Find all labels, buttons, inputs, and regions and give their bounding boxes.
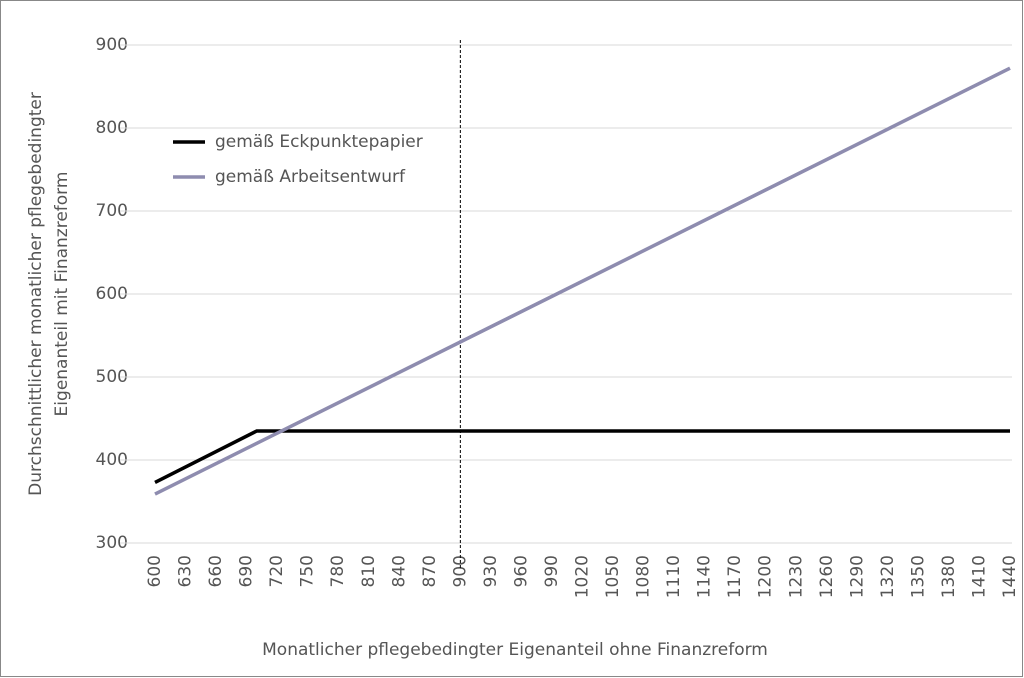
x-tick-label: 690: [237, 555, 257, 587]
x-tick-label: 1380: [939, 555, 959, 598]
y-axis-title: Durchschnittlicher monatlicher pflegebed…: [26, 92, 46, 496]
x-tick-label: 1230: [786, 555, 806, 598]
y-tick-label: 300: [96, 533, 128, 553]
x-tick-label: 660: [206, 555, 226, 587]
x-tick-label: 1170: [725, 555, 745, 598]
series-line: [154, 66, 1011, 496]
x-tick-label: 960: [511, 555, 531, 587]
legend-label: gemäß Eckpunktepapier: [215, 132, 423, 152]
x-tick-label: 840: [389, 555, 409, 587]
x-tick-label: 1410: [969, 555, 989, 598]
x-tick-label: 1290: [847, 555, 867, 598]
x-tick-label: 870: [420, 555, 440, 587]
x-tick-label: 1320: [878, 555, 898, 598]
series-line: [154, 429, 1010, 484]
x-tick-label: 1080: [634, 555, 654, 598]
x-tick-label: 900: [450, 555, 470, 587]
x-tick-label: 780: [328, 555, 348, 587]
x-tick-label: 1350: [908, 555, 928, 598]
y-axis-title: Eigenanteil mit Finanzreform: [52, 172, 72, 417]
x-tick-label: 1050: [603, 555, 623, 598]
x-tick-label: 1020: [573, 555, 593, 598]
y-tick-label: 600: [96, 284, 128, 304]
x-tick-label: 1440: [1000, 555, 1020, 598]
x-tick-label: 1110: [664, 555, 684, 598]
x-tick-label: 810: [359, 555, 379, 587]
y-tick-label: 800: [96, 118, 128, 138]
x-tick-label: 720: [267, 555, 287, 587]
x-tick-label: 930: [481, 555, 501, 587]
y-tick-label: 900: [96, 35, 128, 55]
x-tick-label: 750: [298, 555, 318, 587]
x-tick-label: 1140: [695, 555, 715, 598]
x-tick-label: 1260: [817, 555, 837, 598]
x-tick-label: 1200: [756, 555, 776, 598]
x-tick-label: 990: [542, 555, 562, 587]
x-tick-label: 630: [176, 555, 196, 587]
x-axis-title: Monatlicher pflegebedingter Eigenanteil …: [262, 640, 768, 660]
x-tick-label: 600: [145, 555, 165, 587]
y-tick-label: 700: [96, 201, 128, 221]
y-tick-label: 400: [96, 450, 128, 470]
legend-label: gemäß Arbeitsentwurf: [215, 167, 406, 187]
y-tick-label: 500: [96, 367, 128, 387]
